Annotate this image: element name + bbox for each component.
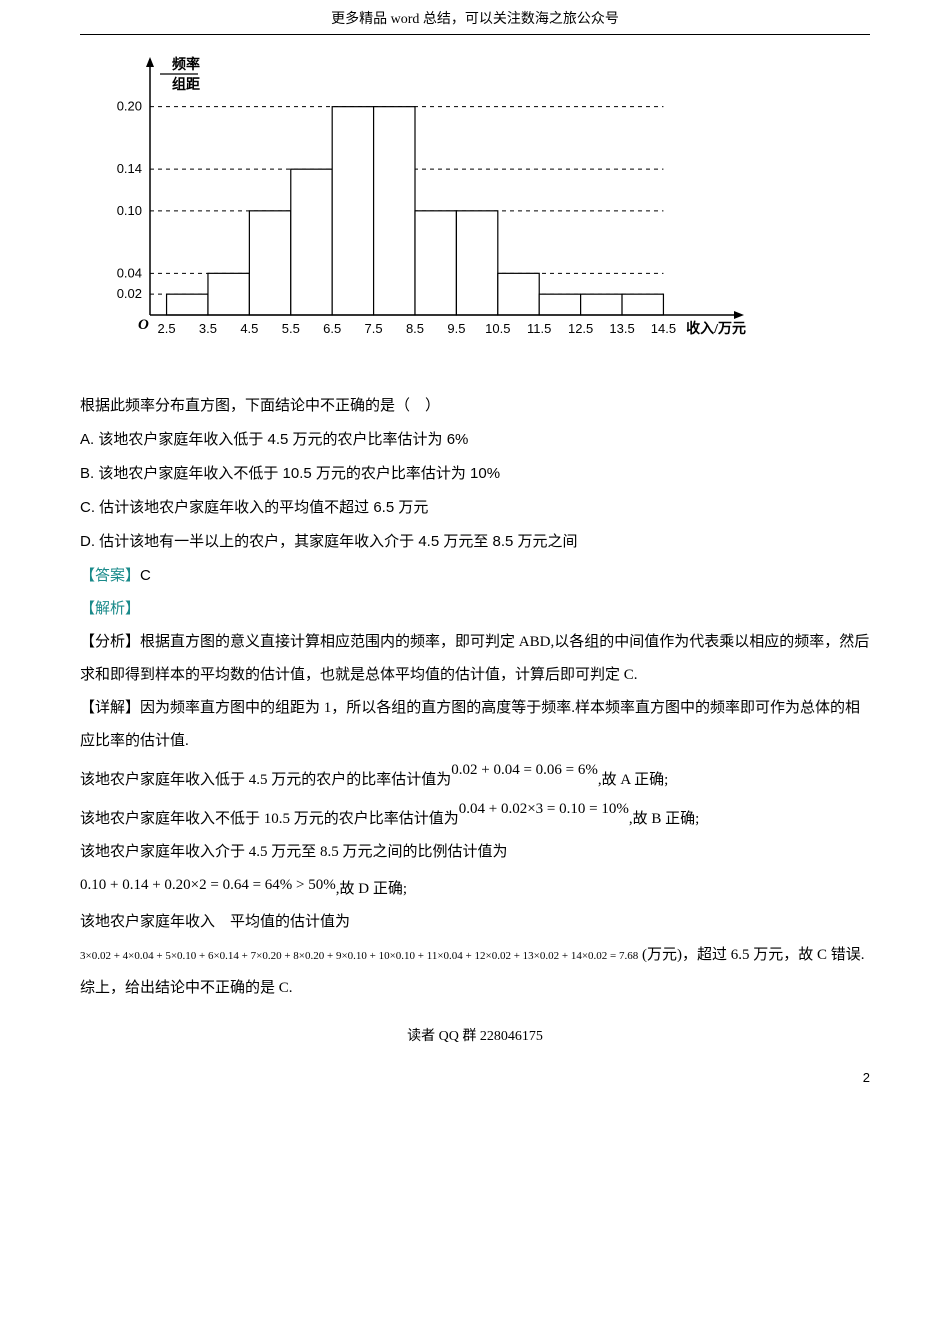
histogram-chart: 0.02 0.04 0.10 0.14 0.20 2.5 3.5 4.5 5.5 6.5 7.5 8.… — [90, 55, 870, 360]
eq-3: 0.10 + 0.14 + 0.20×2 = 0.64 = 64% > 50% — [80, 877, 336, 893]
svg-text:0.10: 0.10 — [117, 203, 142, 218]
svg-text:9.5: 9.5 — [447, 321, 465, 336]
svg-text:组距: 组距 — [172, 76, 200, 93]
page-footer: 读者 QQ 群 228046175 — [0, 1005, 950, 1045]
page-number: 2 — [863, 1070, 870, 1085]
svg-text:12.5: 12.5 — [568, 321, 593, 336]
para-4b: 3×0.02 + 4×0.04 + 5×0.10 + 6×0.14 + 7×0.… — [80, 939, 870, 972]
answer-line: 【答案】C — [80, 559, 870, 593]
svg-text:13.5: 13.5 — [609, 321, 634, 336]
svg-text:3.5: 3.5 — [199, 321, 217, 336]
svg-text:5.5: 5.5 — [282, 321, 300, 336]
para-3b: 0.10 + 0.14 + 0.20×2 = 0.64 = 64% > 50%,… — [80, 869, 870, 906]
page-header: 更多精品 word 总结，可以关注数海之旅公众号 — [0, 0, 950, 32]
explain-label: 【解析】 — [80, 593, 870, 626]
svg-text:14.5: 14.5 — [651, 321, 676, 336]
question-text: 根据此频率分布直方图，下面结论中不正确的是（ ） — [80, 390, 870, 423]
para-1: 该地农户家庭年收入低于 4.5 万元的农户的比率估计值为0.02 + 0.04 … — [80, 758, 870, 797]
svg-text:8.5: 8.5 — [406, 321, 424, 336]
option-d: D. 估计该地有一半以上的农户，其家庭年收入介于 4.5 万元至 8.5 万元之… — [80, 525, 870, 559]
svg-text:O: O — [138, 317, 149, 333]
svg-text:0.20: 0.20 — [117, 99, 142, 114]
conclusion: 综上，给出结论中不正确的是 C. — [80, 972, 870, 1005]
svg-text:0.02: 0.02 — [117, 286, 142, 301]
option-a: A. 该地农户家庭年收入低于 4.5 万元的农户比率估计为 6% — [80, 423, 870, 457]
para-3a: 该地农户家庭年收入介于 4.5 万元至 8.5 万元之间的比例估计值为 — [80, 836, 870, 869]
svg-text:6.5: 6.5 — [323, 321, 341, 336]
svg-text:11.5: 11.5 — [527, 321, 551, 336]
svg-text:0.14: 0.14 — [117, 161, 142, 176]
svg-text:收入/万元: 收入/万元 — [686, 320, 746, 337]
option-c: C. 估计该地农户家庭年收入的平均值不超过 6.5 万元 — [80, 491, 870, 525]
detail-intro: 【详解】因为频率直方图中的组距为 1，所以各组的直方图的高度等于频率.样本频率直… — [80, 692, 870, 758]
eq-2: 0.04 + 0.02×3 = 0.10 = 10% — [459, 801, 629, 817]
para-2: 该地农户家庭年收入不低于 10.5 万元的农户比率估计值为0.04 + 0.02… — [80, 797, 870, 836]
svg-text:频率: 频率 — [172, 56, 200, 73]
analysis: 【分析】根据直方图的意义直接计算相应范围内的频率，即可判定 ABD,以各组的中间… — [80, 626, 870, 692]
header-rule — [80, 34, 870, 35]
content: 0.02 0.04 0.10 0.14 0.20 2.5 3.5 4.5 5.5 6.5 7.5 8.… — [0, 55, 950, 1005]
svg-text:10.5: 10.5 — [485, 321, 510, 336]
option-b: B. 该地农户家庭年收入不低于 10.5 万元的农户比率估计为 10% — [80, 457, 870, 491]
svg-text:4.5: 4.5 — [240, 321, 258, 336]
svg-text:2.5: 2.5 — [158, 321, 176, 336]
page: 更多精品 word 总结，可以关注数海之旅公众号 0.02 0.04 0.10 0.1… — [0, 0, 950, 1125]
eq-1: 0.02 + 0.04 = 0.06 = 6% — [451, 762, 598, 778]
svg-text:7.5: 7.5 — [365, 321, 383, 336]
chart-svg: 0.02 0.04 0.10 0.14 0.20 2.5 3.5 4.5 5.5 6.5 7.5 8.… — [90, 55, 760, 355]
para-4a: 该地农户家庭年收入 平均值的估计值为 — [80, 906, 870, 939]
svg-text:0.04: 0.04 — [117, 265, 142, 280]
eq-4: 3×0.02 + 4×0.04 + 5×0.10 + 6×0.14 + 7×0.… — [80, 950, 638, 962]
